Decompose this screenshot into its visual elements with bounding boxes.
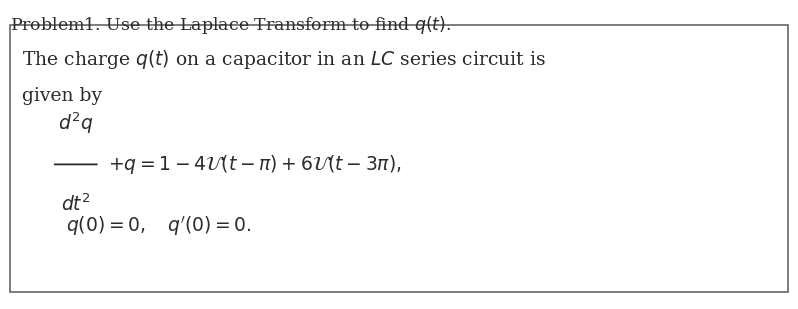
- Bar: [10, 25, 788, 292]
- Text: given by: given by: [22, 87, 102, 104]
- Text: $dt^2$: $dt^2$: [61, 193, 91, 215]
- Text: The charge $q(t)$ on a capacitor in an $LC$ series circuit is: The charge $q(t)$ on a capacitor in an $…: [22, 48, 547, 71]
- Text: $q(0) = 0, \quad q'(0) = 0.$: $q(0) = 0, \quad q'(0) = 0.$: [66, 214, 252, 238]
- Text: $d^2q$: $d^2q$: [58, 110, 93, 136]
- Text: Problem1. Use the Laplace Transform to find $q(t)$.: Problem1. Use the Laplace Transform to f…: [10, 14, 452, 36]
- Text: $+ q = 1 - 4\mathcal{U}(t - \pi) + 6\mathcal{U}(t - 3\pi),$: $+ q = 1 - 4\mathcal{U}(t - \pi) + 6\mat…: [108, 153, 401, 176]
